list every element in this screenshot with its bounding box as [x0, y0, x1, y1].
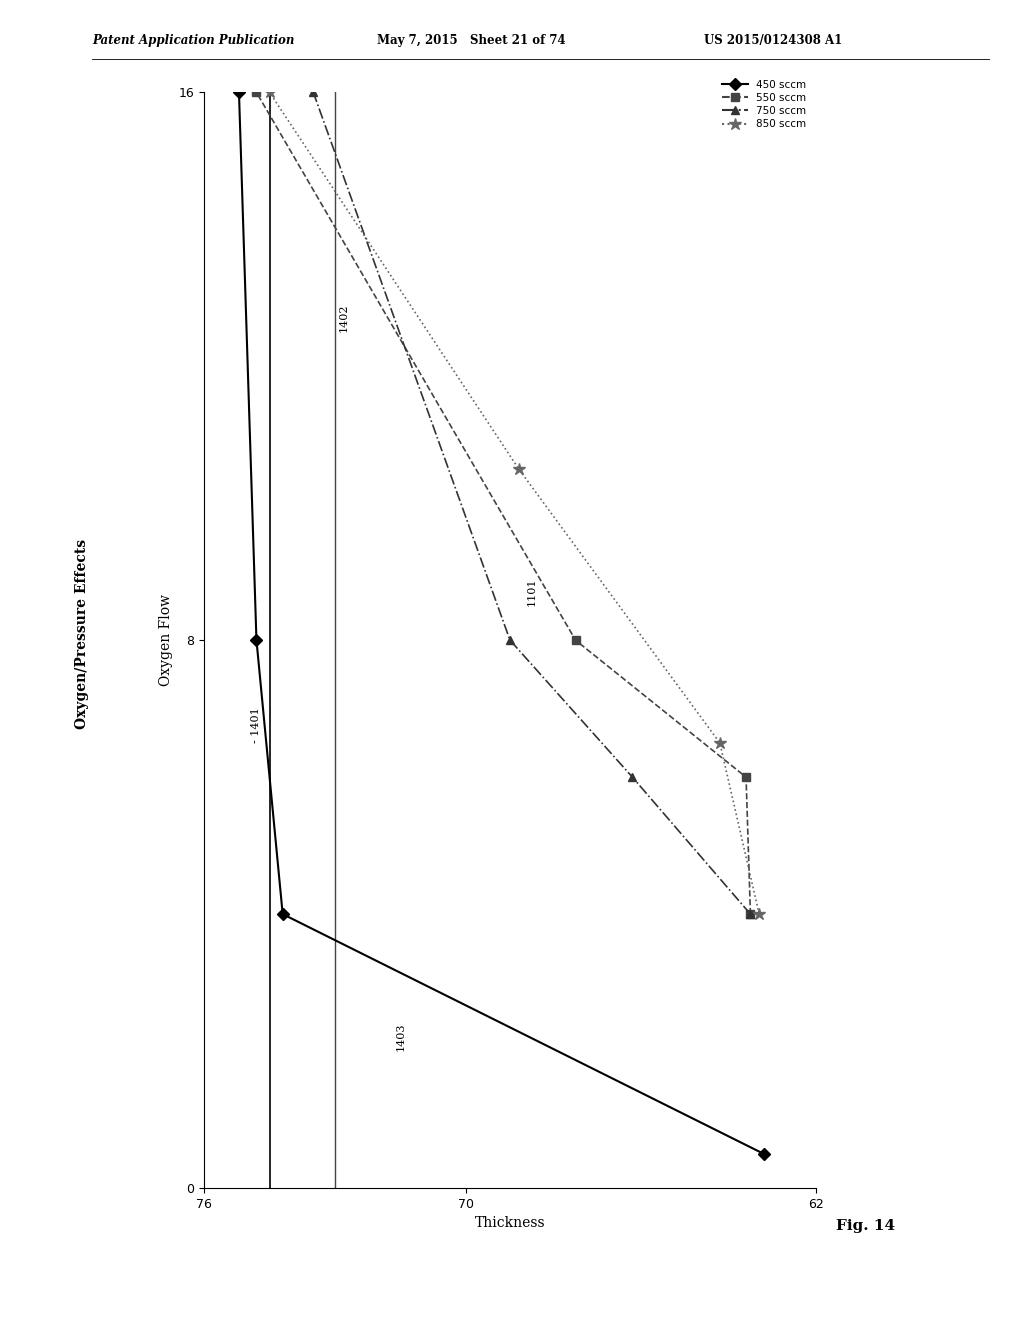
Text: May 7, 2015   Sheet 21 of 74: May 7, 2015 Sheet 21 of 74 — [377, 33, 566, 46]
Text: 1101: 1101 — [527, 577, 536, 606]
Legend: 450 sccm, 550 sccm, 750 sccm, 850 sccm: 450 sccm, 550 sccm, 750 sccm, 850 sccm — [717, 75, 810, 133]
Text: Fig. 14: Fig. 14 — [836, 1220, 895, 1233]
Text: Oxygen/Pressure Effects: Oxygen/Pressure Effects — [74, 539, 89, 729]
Text: US 2015/0124308 A1: US 2015/0124308 A1 — [703, 33, 842, 46]
Text: - 1401: - 1401 — [252, 708, 261, 743]
Text: Patent Application Publication: Patent Application Publication — [92, 33, 293, 46]
Text: 1402: 1402 — [338, 304, 348, 333]
Y-axis label: Oxygen Flow: Oxygen Flow — [159, 594, 173, 686]
X-axis label: Thickness: Thickness — [474, 1216, 545, 1230]
Text: 1403: 1403 — [395, 1023, 406, 1051]
